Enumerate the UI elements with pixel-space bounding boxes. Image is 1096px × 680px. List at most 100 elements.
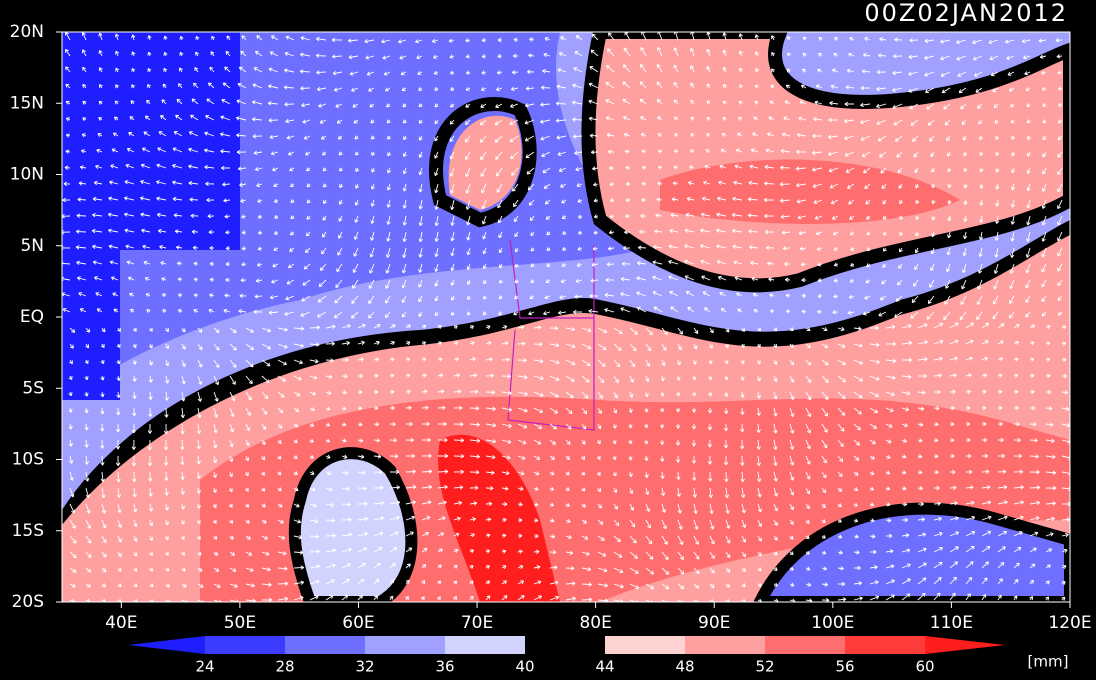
lat-label: 5S (22, 378, 44, 398)
wind-arrow (245, 519, 250, 524)
wind-arrow (940, 39, 951, 44)
wind-arrow (116, 375, 121, 382)
wind-arrow (756, 439, 761, 450)
wind-arrow (225, 230, 231, 235)
wind-arrow (789, 439, 795, 450)
wind-arrow (700, 212, 711, 217)
wind-arrow (82, 49, 87, 57)
wind-arrow (163, 423, 169, 435)
wind-arrow (946, 247, 951, 256)
wind-arrow (373, 485, 384, 491)
wind-arrow (981, 561, 989, 569)
wind-arrow (517, 374, 528, 380)
wind-arrow (437, 516, 446, 521)
wind-arrow (325, 487, 333, 492)
wind-arrow (147, 35, 152, 41)
wind-arrow (405, 515, 416, 521)
wind-arrow (68, 423, 73, 430)
wind-arrow (949, 421, 955, 427)
wind-arrow (287, 263, 295, 269)
wind-arrow (717, 275, 727, 281)
wind-arrow (693, 503, 698, 515)
wind-arrow (901, 533, 910, 538)
wind-arrow (597, 551, 607, 557)
wind-arrow (321, 231, 327, 238)
wind-arrow (81, 32, 87, 41)
wind-arrow (277, 327, 288, 332)
wind-arrow (981, 453, 989, 459)
wind-arrow (178, 83, 183, 89)
wind-arrow (533, 549, 540, 554)
wind-arrow (501, 374, 511, 379)
wind-arrow (453, 438, 465, 443)
wind-arrow (229, 439, 234, 448)
wind-arrow (483, 295, 487, 300)
wind-arrow (706, 48, 711, 57)
wind-arrow (293, 595, 304, 601)
wind-arrow (501, 517, 507, 523)
lat-label: 10N (10, 165, 44, 185)
wind-arrow (885, 439, 892, 444)
wind-arrow (77, 276, 87, 281)
wind-arrow (869, 359, 880, 364)
wind-arrow (498, 295, 503, 300)
wind-arrow (511, 167, 519, 176)
wind-arrow (621, 261, 631, 266)
wind-arrow (482, 247, 487, 255)
wind-arrow (469, 373, 478, 378)
wind-arrow (63, 181, 71, 187)
wind-arrow (309, 518, 319, 524)
wind-arrow (549, 471, 555, 476)
wind-arrow (821, 327, 828, 332)
wind-arrow (164, 519, 169, 526)
wind-arrow (196, 471, 201, 480)
lon-label: 70E (461, 613, 493, 633)
wind-arrow (165, 567, 170, 572)
wind-arrow (92, 212, 103, 218)
wind-arrow (205, 181, 215, 187)
wind-arrow (933, 531, 943, 537)
wind-arrow (848, 294, 855, 299)
wind-arrow (549, 423, 557, 430)
wind-arrow (829, 183, 839, 189)
wind-arrow (449, 151, 455, 160)
wind-arrow (1011, 167, 1016, 174)
wind-arrow (256, 262, 263, 267)
wind-arrow (805, 455, 811, 465)
wind-arrow (676, 471, 681, 480)
wind-arrow (1045, 422, 1054, 427)
wind-arrow (901, 578, 911, 585)
wind-arrow (261, 391, 269, 400)
wind-arrow (386, 231, 391, 242)
colorbar: 24 28 32 36 40 44 48 52 56 60 (128, 636, 1005, 676)
wind-arrow (909, 38, 919, 43)
wind-arrow (453, 421, 464, 427)
wind-arrow (949, 485, 957, 490)
wind-arrow (373, 373, 379, 379)
wind-arrow (370, 183, 376, 190)
wind-arrow (418, 263, 423, 273)
wind-arrow (277, 535, 286, 540)
wind-arrow (805, 327, 811, 331)
wind-arrow (517, 439, 527, 445)
wind-arrow (162, 309, 167, 314)
wind-arrow (848, 52, 855, 57)
wind-arrow (464, 135, 471, 143)
wind-arrow (879, 37, 887, 42)
wind-arrow (222, 182, 231, 187)
wind-arrow (689, 149, 695, 154)
wind-arrow (469, 517, 476, 522)
wind-arrow (143, 260, 151, 265)
wind-arrow (389, 500, 401, 505)
wind-arrow (671, 197, 679, 202)
wind-arrow (164, 407, 169, 418)
wind-arrow (309, 407, 315, 412)
wind-arrow (661, 535, 668, 545)
wind-arrow (608, 165, 615, 171)
wind-arrow (997, 485, 1008, 490)
wind-arrow (781, 230, 791, 235)
wind-arrow (213, 551, 219, 556)
wind-arrow (1021, 39, 1031, 44)
wind-arrow (402, 151, 407, 158)
wind-arrow (817, 278, 823, 283)
